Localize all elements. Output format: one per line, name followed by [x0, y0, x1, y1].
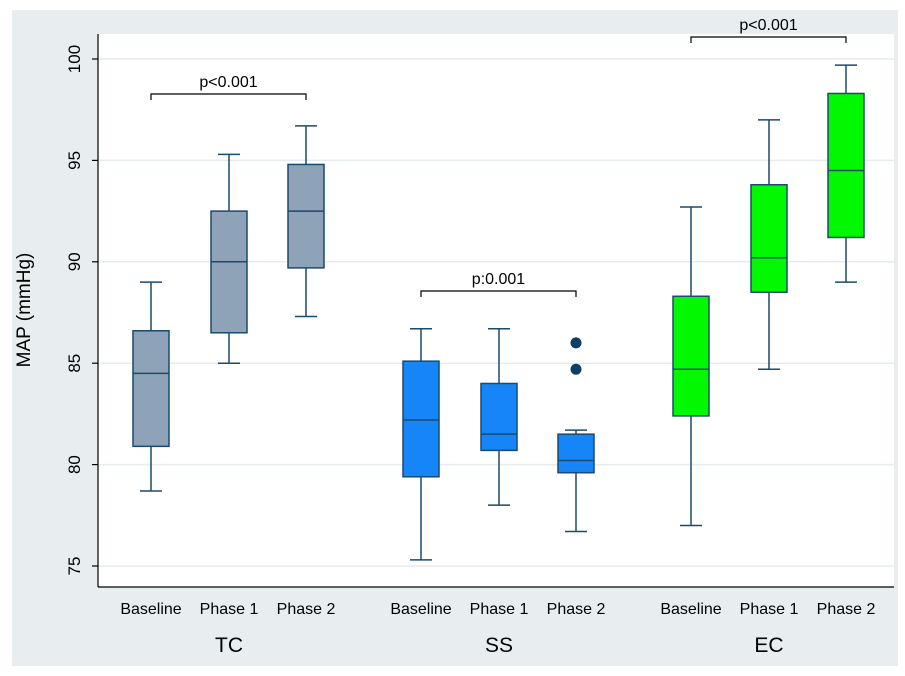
p-value-label: p<0.001	[739, 17, 797, 34]
group-label-ss: SS	[485, 634, 513, 657]
p-value-label: p<0.001	[199, 74, 257, 91]
iqr-box	[402, 360, 440, 478]
y-tick-label: 85	[65, 354, 84, 373]
y-tick-label: 75	[65, 557, 84, 576]
iqr-box	[557, 433, 595, 474]
box-ss-phase-1	[480, 327, 518, 506]
y-axis-label: MAP (mmHg)	[14, 253, 35, 368]
y-tick-label: 95	[65, 151, 84, 170]
category-label: Phase 1	[470, 601, 529, 618]
category-label: Phase 1	[740, 601, 799, 618]
box-ss-baseline	[402, 327, 440, 561]
category-label: Baseline	[120, 601, 181, 618]
box-tc-baseline	[132, 281, 170, 492]
box-ec-phase-1	[750, 119, 788, 371]
y-tick-label: 90	[65, 252, 84, 271]
iqr-box	[827, 92, 865, 239]
iqr-box	[287, 163, 325, 269]
outlier-point	[570, 337, 582, 349]
group-label-tc: TC	[215, 634, 243, 657]
y-tick-label: 100	[65, 45, 84, 73]
box-tc-phase-2	[287, 125, 325, 318]
iqr-box	[672, 295, 710, 417]
outlier-point	[570, 363, 582, 375]
box-ec-phase-2	[827, 64, 865, 283]
category-label: Baseline	[390, 601, 451, 618]
iqr-box	[480, 382, 518, 452]
significance-bracket	[150, 93, 307, 100]
significance-annotations: p<0.001 p:0.001 p<0.001	[150, 17, 847, 297]
p-value-label: p:0.001	[472, 271, 525, 288]
significance-bracket	[690, 36, 847, 43]
box-ec-baseline	[672, 206, 710, 527]
iqr-box	[750, 183, 788, 293]
boxes	[132, 64, 865, 561]
iqr-box	[132, 330, 170, 448]
box-ss-phase-2	[557, 337, 595, 533]
category-label: Phase 1	[200, 601, 259, 618]
significance-bracket	[420, 290, 577, 297]
y-axis-ticks: 75 80 85 90 95 100	[65, 45, 98, 576]
category-label: Phase 2	[277, 601, 336, 618]
category-label: Baseline	[660, 601, 721, 618]
category-labels: Baseline Phase 1 Phase 2 TC Baseline Phase 1 P…	[120, 601, 875, 657]
category-label: Phase 2	[817, 601, 876, 618]
category-label: Phase 2	[547, 601, 606, 618]
group-label-ec: EC	[754, 634, 783, 657]
iqr-box	[210, 210, 248, 334]
box-tc-phase-1	[210, 153, 248, 364]
y-tick-label: 80	[65, 455, 84, 474]
